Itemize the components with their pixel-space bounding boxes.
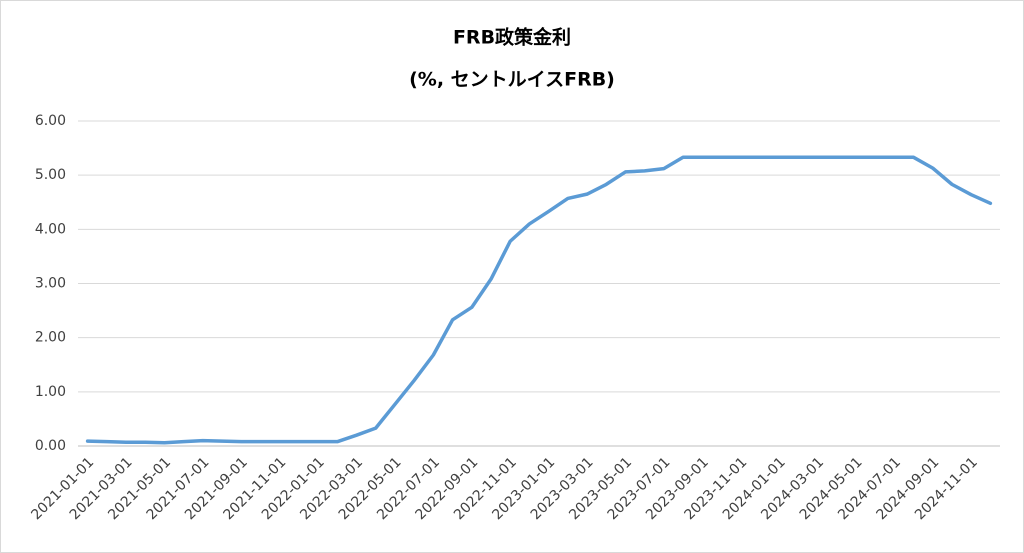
y-tick-label: 3.00 xyxy=(35,276,66,292)
y-tick-label: 0.00 xyxy=(35,438,66,454)
chart-title: FRB政策金利 xyxy=(453,26,571,49)
chart-subtitle: (%, セントルイスFRB) xyxy=(409,69,615,91)
y-tick-label: 2.00 xyxy=(35,330,66,346)
y-tick-label: 1.00 xyxy=(35,384,66,400)
series-line xyxy=(85,155,993,445)
y-tick-label: 6.00 xyxy=(35,113,66,129)
y-tick-label: 4.00 xyxy=(35,221,66,237)
y-tick-label: 5.00 xyxy=(35,167,66,183)
